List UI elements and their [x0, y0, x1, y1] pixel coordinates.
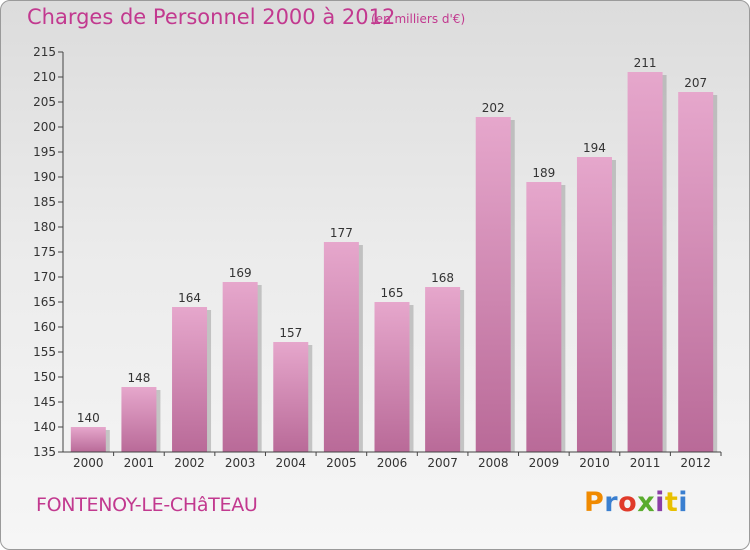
y-tick-label-165: 165 — [33, 295, 56, 309]
x-tick-label-2010: 2010 — [579, 456, 610, 470]
value-label-2012: 207 — [684, 76, 707, 90]
value-label-2005: 177 — [330, 226, 353, 240]
y-tick-label-180: 180 — [33, 220, 56, 234]
bar-2007 — [425, 287, 461, 452]
value-label-2010: 194 — [583, 141, 606, 155]
y-tick-label-160: 160 — [33, 320, 56, 334]
y-tick-label-185: 185 — [33, 195, 56, 209]
y-tick-label-140: 140 — [33, 420, 56, 434]
bar-2000 — [70, 427, 106, 452]
value-label-2001: 148 — [127, 371, 150, 385]
value-label-2000: 140 — [77, 411, 100, 425]
proxiti-logo-letter: i — [655, 487, 665, 518]
bar-2003 — [222, 282, 258, 452]
x-tick-label-2000: 2000 — [73, 456, 104, 470]
proxiti-logo-letter: o — [618, 487, 638, 518]
bar-2002 — [172, 307, 208, 452]
proxiti-logo-letter: t — [664, 487, 679, 518]
x-tick-label-2005: 2005 — [326, 456, 357, 470]
bar-2001 — [121, 387, 157, 452]
y-tick-label-175: 175 — [33, 245, 56, 259]
bar-2008 — [475, 117, 511, 452]
proxiti-logo-letter: i — [678, 487, 689, 518]
x-tick-label-2011: 2011 — [630, 456, 661, 470]
value-label-2002: 164 — [178, 291, 201, 305]
value-label-2008: 202 — [482, 101, 505, 115]
y-tick-label-150: 150 — [33, 370, 56, 384]
y-tick-label-190: 190 — [33, 170, 56, 184]
value-label-2006: 165 — [381, 286, 404, 300]
y-tick-label-210: 210 — [33, 70, 56, 84]
value-label-2003: 169 — [229, 266, 252, 280]
x-tick-label-2008: 2008 — [478, 456, 509, 470]
proxiti-logo-letter: x — [637, 487, 656, 518]
proxiti-logo[interactable]: Proxiti — [584, 487, 688, 518]
x-tick-label-2001: 2001 — [124, 456, 155, 470]
commune-name: FONTENOY-LE-CHâTEAU — [36, 494, 258, 516]
proxiti-logo-letter: P — [584, 487, 605, 518]
value-label-2011: 211 — [634, 56, 657, 70]
chart-subtitle: (en milliers d'€) — [371, 12, 466, 26]
x-tick-label-2007: 2007 — [427, 456, 458, 470]
bar-2011 — [627, 72, 663, 452]
value-label-2009: 189 — [532, 166, 555, 180]
proxiti-logo-letter: r — [604, 487, 619, 518]
bar-2012 — [678, 92, 714, 452]
x-tick-label-2003: 2003 — [225, 456, 256, 470]
x-tick-label-2009: 2009 — [529, 456, 560, 470]
y-tick-label-195: 195 — [33, 145, 56, 159]
y-tick-label-135: 135 — [33, 445, 56, 459]
y-tick-label-155: 155 — [33, 345, 56, 359]
x-tick-label-2012: 2012 — [680, 456, 711, 470]
bar-2010 — [576, 157, 612, 452]
bar-2004 — [273, 342, 309, 452]
y-tick-label-205: 205 — [33, 95, 56, 109]
value-label-2007: 168 — [431, 271, 454, 285]
x-tick-label-2004: 2004 — [275, 456, 306, 470]
x-tick-label-2006: 2006 — [377, 456, 408, 470]
value-label-2004: 157 — [279, 326, 302, 340]
bar-2006 — [374, 302, 410, 452]
y-tick-label-145: 145 — [33, 395, 56, 409]
bar-2009 — [526, 182, 562, 452]
chart-title: Charges de Personnel 2000 à 2012 — [27, 5, 396, 29]
y-tick-label-215: 215 — [33, 45, 56, 59]
bar-2005 — [323, 242, 359, 452]
y-tick-label-170: 170 — [33, 270, 56, 284]
y-tick-label-200: 200 — [33, 120, 56, 134]
x-tick-label-2002: 2002 — [174, 456, 205, 470]
